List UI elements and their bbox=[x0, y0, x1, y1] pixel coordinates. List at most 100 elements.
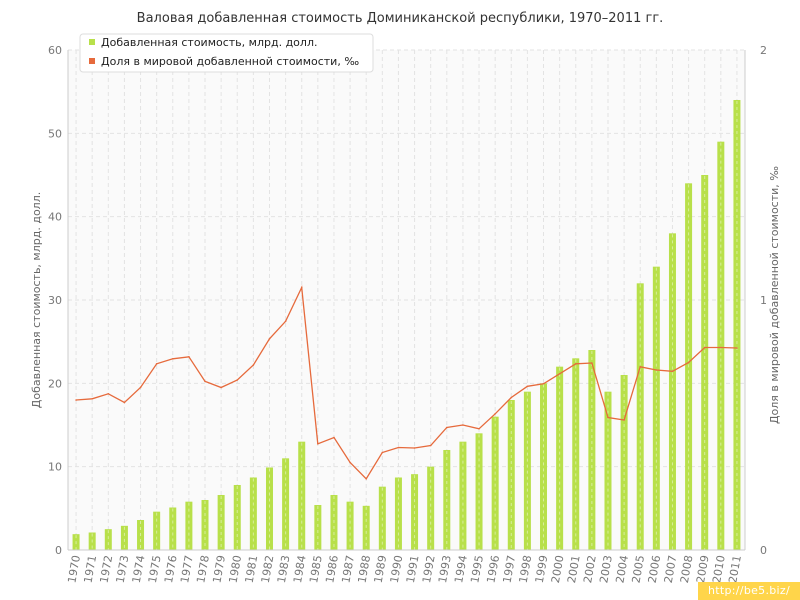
bar-1994 bbox=[459, 441, 467, 550]
point-1982 bbox=[268, 337, 271, 340]
x-tick-label: 2002 bbox=[581, 554, 599, 584]
watermark[interactable]: http://be5.biz/ bbox=[698, 582, 800, 600]
x-tick-label: 1980 bbox=[227, 554, 245, 584]
x-tick-label: 1985 bbox=[307, 554, 325, 584]
x-tick-label: 2008 bbox=[678, 554, 696, 584]
legend: Добавленная стоимость, млрд. долл. Доля … bbox=[79, 33, 374, 73]
point-1994 bbox=[462, 424, 464, 426]
x-tick-label: 1976 bbox=[162, 554, 180, 584]
bar-1970 bbox=[72, 534, 80, 550]
point-2001 bbox=[574, 362, 577, 365]
x-tick-label: 1990 bbox=[388, 554, 406, 584]
y2-axis-title: Доля в мировой добавленной стоимости, ‰ bbox=[768, 166, 781, 424]
point-1984 bbox=[300, 286, 303, 289]
point-1997 bbox=[510, 396, 513, 399]
point-2009 bbox=[703, 346, 706, 349]
point-1993 bbox=[445, 426, 448, 429]
legend-label-value-added: Добавленная стоимость, млрд. долл. bbox=[101, 36, 317, 49]
bar-2010 bbox=[717, 141, 725, 550]
y2-tick-label: 1 bbox=[760, 294, 767, 307]
bar-2005 bbox=[636, 283, 644, 550]
point-1981 bbox=[252, 364, 255, 366]
x-tick-label: 2004 bbox=[613, 554, 631, 584]
y2-tick-label: 2 bbox=[760, 44, 767, 57]
point-2008 bbox=[687, 361, 690, 364]
x-tick-label: 2006 bbox=[646, 554, 664, 584]
x-tick-label: 1995 bbox=[468, 554, 486, 584]
y-tick-label: 40 bbox=[48, 211, 62, 224]
bar-1971 bbox=[88, 532, 96, 550]
x-tick-label: 1993 bbox=[436, 554, 454, 584]
x-tick-label: 1974 bbox=[130, 554, 148, 584]
x-tick-label: 1973 bbox=[114, 554, 132, 584]
x-tick-label: 1988 bbox=[355, 554, 373, 584]
legend-box bbox=[79, 33, 374, 73]
point-1976 bbox=[171, 357, 174, 360]
x-tick-label: 1981 bbox=[243, 554, 261, 584]
x-tick-label: 1972 bbox=[98, 554, 116, 584]
point-1972 bbox=[107, 392, 110, 395]
point-1988 bbox=[365, 477, 368, 480]
bar-2001 bbox=[572, 358, 580, 550]
x-tick-label: 1991 bbox=[404, 554, 422, 584]
point-1987 bbox=[349, 461, 351, 464]
point-1970 bbox=[75, 399, 77, 401]
bar-1974 bbox=[137, 520, 145, 550]
x-tick-label: 1970 bbox=[65, 554, 83, 584]
x-tick-label: 1996 bbox=[484, 554, 502, 584]
x-tick-label: 1998 bbox=[517, 554, 535, 584]
point-1989 bbox=[381, 451, 384, 454]
y-tick-label: 20 bbox=[48, 377, 62, 390]
bar-1978 bbox=[201, 500, 209, 550]
x-tick-label: 1987 bbox=[339, 554, 357, 584]
bar-1989 bbox=[378, 486, 386, 550]
bar-2006 bbox=[652, 266, 660, 550]
bar-2007 bbox=[668, 233, 676, 551]
bar-1985 bbox=[314, 505, 322, 550]
bar-1977 bbox=[185, 501, 193, 550]
line-layer bbox=[75, 285, 738, 480]
bar-1987 bbox=[346, 501, 354, 550]
point-1992 bbox=[429, 444, 432, 447]
bar-1986 bbox=[330, 495, 338, 550]
bar-1996 bbox=[491, 416, 499, 550]
bar-2003 bbox=[604, 391, 612, 550]
y2-tick-label: 0 bbox=[760, 544, 767, 557]
y-tick-label: 30 bbox=[48, 294, 62, 307]
bar-2008 bbox=[685, 183, 693, 551]
legend-swatch-line bbox=[89, 58, 95, 64]
x-tick-label: 2005 bbox=[630, 554, 648, 584]
x-tick-label: 1999 bbox=[533, 554, 551, 584]
y-tick-label: 50 bbox=[48, 127, 62, 140]
x-tick-label: 1992 bbox=[420, 554, 438, 584]
x-tick-label: 1982 bbox=[259, 554, 277, 584]
point-1979 bbox=[220, 386, 222, 389]
point-1986 bbox=[333, 436, 335, 439]
x-tick-label: 1977 bbox=[178, 554, 196, 584]
bar-1980 bbox=[233, 485, 241, 550]
point-1973 bbox=[123, 401, 126, 404]
x-tick-label: 1989 bbox=[372, 554, 390, 584]
line-world-share bbox=[76, 285, 737, 480]
point-2004 bbox=[623, 419, 625, 421]
point-2005 bbox=[639, 365, 642, 368]
point-1975 bbox=[155, 362, 158, 365]
bar-2004 bbox=[620, 375, 628, 550]
x-tick-label: 2001 bbox=[565, 554, 583, 584]
bar-1991 bbox=[411, 474, 419, 550]
bar-1972 bbox=[104, 529, 112, 550]
point-1977 bbox=[188, 355, 190, 358]
bar-2002 bbox=[588, 350, 596, 550]
x-tick-label: 1979 bbox=[210, 554, 228, 584]
point-1971 bbox=[91, 397, 93, 400]
point-1978 bbox=[204, 380, 206, 383]
bar-1984 bbox=[298, 441, 306, 550]
point-2011 bbox=[736, 347, 738, 349]
bar-1975 bbox=[153, 511, 161, 550]
y-axis-title: Добавленная стоимость, млрд. долл. bbox=[30, 192, 43, 408]
y-tick-label: 0 bbox=[55, 544, 62, 557]
point-2000 bbox=[558, 372, 561, 375]
bar-1979 bbox=[217, 495, 225, 550]
